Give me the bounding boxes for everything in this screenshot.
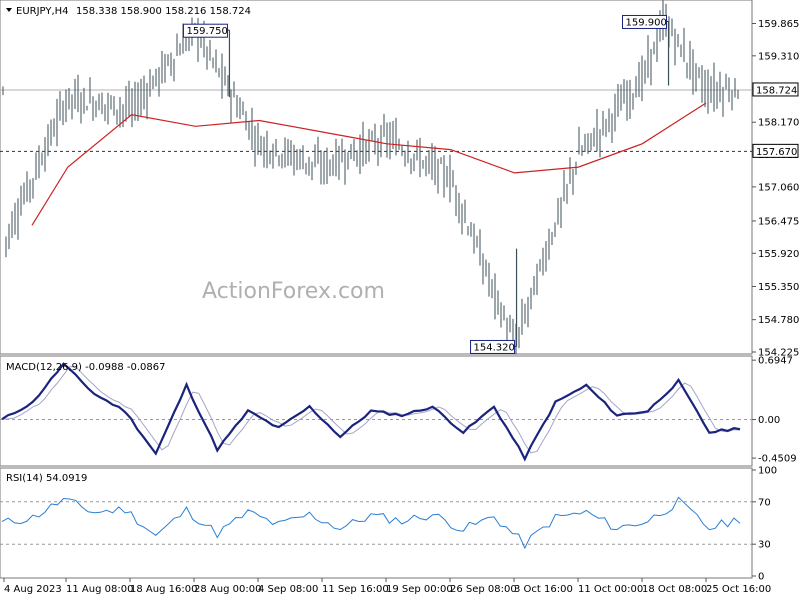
x-tick-label: 18 Oct 08:00 <box>642 584 707 595</box>
ohlc-label: 158.338 158.900 158.216 158.724 <box>76 6 251 17</box>
rsi-label: RSI(14) 54.0919 <box>6 473 87 484</box>
annotation-label: 159.750 <box>186 26 227 37</box>
x-tick-label: 4 Sep 08:00 <box>258 584 318 595</box>
annotation-box <box>182 23 228 38</box>
annotation-box <box>470 339 516 354</box>
macd-tick-label: 0.00 <box>758 415 780 426</box>
x-tick-label: 19 Sep 00:00 <box>386 584 453 595</box>
x-tick-label: 11 Sep 16:00 <box>322 584 389 595</box>
macd-signal-line <box>1 366 741 454</box>
rsi-tick-label: 100 <box>758 466 777 477</box>
support-price-label: 157.670 <box>756 147 797 158</box>
price-tick-label: 155.920 <box>758 249 799 260</box>
price-tick-label: 156.475 <box>758 216 799 227</box>
current-price-box <box>752 82 799 97</box>
x-tick-label: 4 Aug 2023 <box>4 584 62 595</box>
chart-header: EURJPY,H4 158.338 158.900 158.216 158.72… <box>6 6 251 17</box>
x-tick-label: 11 Oct 00:00 <box>578 584 643 595</box>
price-tick-label: 159.865 <box>758 19 799 30</box>
rsi-tick-label: 70 <box>758 497 771 508</box>
annotation-label: 159.900 <box>626 17 667 28</box>
x-tick-label: 26 Sep 08:00 <box>450 584 517 595</box>
annotation-box <box>622 14 668 29</box>
rsi-tick-label: 0 <box>758 572 764 583</box>
macd-tick-label: -0.4509 <box>758 454 797 465</box>
macd-label: MACD(12,26,9) -0.0988 -0.0867 <box>6 362 166 373</box>
x-tick-label: 25 Oct 16:00 <box>706 584 771 595</box>
current-price-label: 158.724 <box>756 85 797 96</box>
rsi-tick-label: 30 <box>758 540 771 551</box>
rsi-panel <box>0 467 753 579</box>
price-panel <box>0 0 753 355</box>
dropdown-triangle-icon[interactable] <box>6 8 12 12</box>
x-tick-label: 3 Oct 16:00 <box>514 584 573 595</box>
annotation-label: 154.320 <box>474 342 515 353</box>
x-tick-label: 28 Aug 00:00 <box>194 584 261 595</box>
watermark-text: ActionForex.com <box>202 279 385 304</box>
price-tick-label: 154.225 <box>758 348 799 359</box>
price-tick-label: 159.310 <box>758 51 799 62</box>
moving-average-line <box>31 102 707 226</box>
x-tick-label: 11 Aug 08:00 <box>66 584 133 595</box>
macd-line <box>1 362 741 462</box>
support-price-box <box>752 143 799 158</box>
macd-panel <box>0 355 753 467</box>
x-tick-label: 18 Aug 16:00 <box>130 584 197 595</box>
price-tick-label: 157.060 <box>758 182 799 193</box>
rsi-line <box>1 496 741 550</box>
price-tick-label: 154.780 <box>758 315 799 326</box>
macd-tick-label: 0.6947 <box>758 356 793 367</box>
symbol-label: EURJPY,H4 <box>16 6 69 17</box>
price-tick-label: 155.350 <box>758 282 799 293</box>
price-tick-label: 158.170 <box>758 118 799 129</box>
